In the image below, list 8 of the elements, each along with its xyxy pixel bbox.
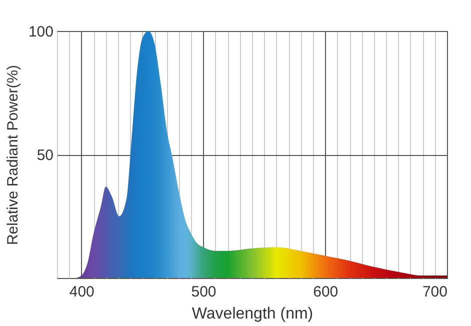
x-tick-label: 400 — [69, 284, 94, 300]
y-tick-label: 50 — [36, 147, 54, 164]
x-tick-label: 700 — [422, 284, 448, 300]
x-tick-label: 500 — [191, 284, 216, 300]
y-axis-title: Relative Radiant Power(%) — [4, 64, 22, 246]
y-tick-label: 100 — [28, 24, 54, 40]
x-tick-label: 600 — [313, 284, 338, 300]
x-axis-title: Wavelength (nm) — [192, 306, 314, 322]
